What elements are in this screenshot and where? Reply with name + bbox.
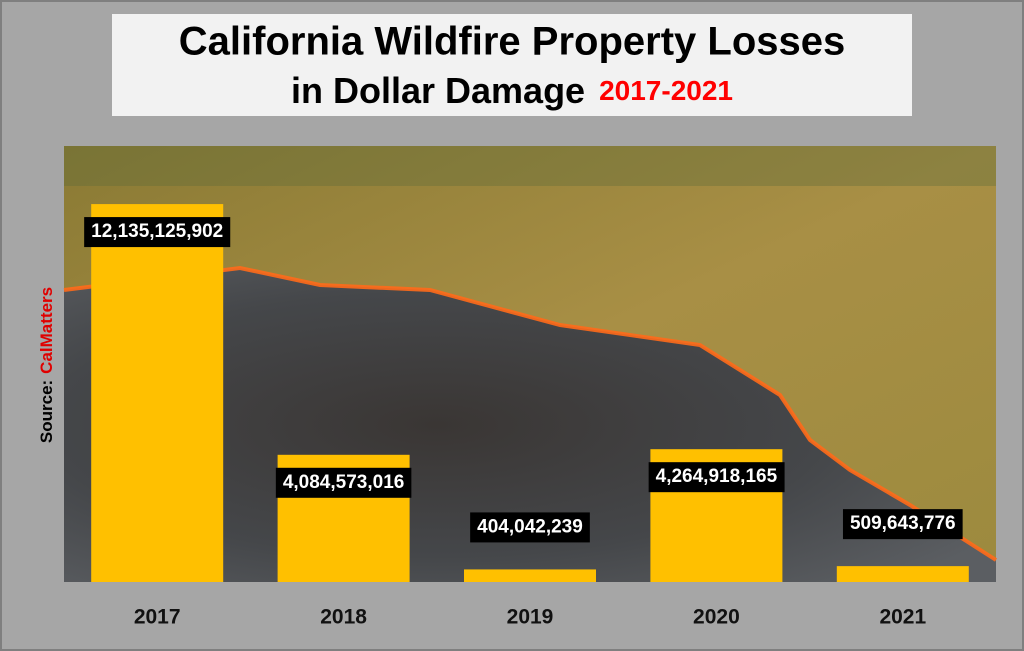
- value-label-box: [470, 512, 590, 543]
- value-label: 509,643,776: [850, 513, 956, 534]
- x-tick-label: 2021: [879, 606, 926, 629]
- value-label: 404,042,239: [477, 516, 583, 537]
- value-label-box: [84, 217, 231, 248]
- x-tick-label: 2017: [134, 606, 181, 629]
- source-note: Source: CalMatters: [37, 287, 56, 443]
- x-tick-label: 2019: [507, 606, 554, 629]
- value-label-box: [648, 462, 785, 493]
- chart-title: California Wildfire Property Losses: [179, 20, 845, 64]
- title-years: 2017-2021: [599, 75, 733, 106]
- source-label: Source:: [37, 380, 56, 443]
- source: CalMatters: [37, 287, 56, 374]
- chart-subtitle: in Dollar Damage 2017-2021: [291, 70, 733, 111]
- value-label: 12,135,125,902: [91, 221, 223, 242]
- bar: [91, 204, 224, 582]
- title-box: [112, 14, 912, 116]
- bar: [836, 566, 969, 582]
- value-label-box: [275, 467, 412, 498]
- bar: [464, 569, 596, 582]
- x-tick-label: 2018: [320, 606, 367, 629]
- x-tick-label: 2020: [693, 606, 740, 629]
- value-label: 4,084,573,016: [283, 472, 405, 493]
- subtitle: in Dollar Damage: [291, 70, 585, 111]
- value-label: 4,264,918,165: [656, 466, 778, 487]
- value-label-box: [842, 509, 963, 540]
